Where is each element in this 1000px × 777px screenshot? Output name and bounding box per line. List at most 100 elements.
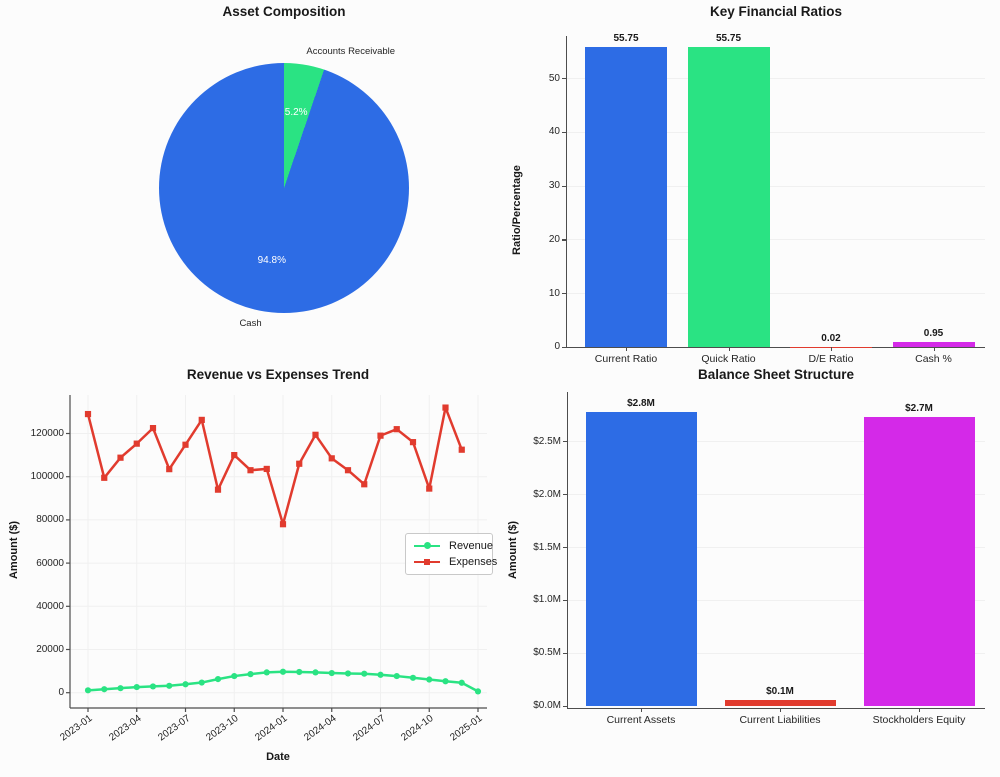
key-financial-ratios-chart: Key Financial Ratios 0 10 20 30 40 50 55.75 Cur… bbox=[500, 0, 1000, 365]
revenue-marker bbox=[344, 670, 352, 677]
expenses-marker bbox=[279, 521, 287, 528]
x-category-label: D/E Ratio bbox=[808, 352, 854, 365]
revenue-marker bbox=[393, 672, 400, 680]
x-tick-mark bbox=[626, 346, 628, 351]
x-category-label: Current Ratio bbox=[594, 352, 658, 365]
x-axis-line bbox=[566, 346, 985, 348]
x-category-label: Quick Ratio bbox=[701, 352, 756, 365]
y-gridline bbox=[567, 652, 985, 654]
x-tick-mark bbox=[641, 708, 643, 713]
bar-value-label: 55.75 bbox=[613, 33, 639, 45]
revenue-marker bbox=[117, 685, 124, 692]
expenses-marker bbox=[231, 452, 238, 459]
revenue-marker bbox=[214, 675, 222, 683]
revenue-marker bbox=[149, 683, 157, 690]
y-axis-title: Amount ($) bbox=[507, 520, 519, 580]
pie-slice-label: Cash bbox=[239, 317, 262, 329]
revenue-marker bbox=[166, 682, 173, 689]
y-tick-mark bbox=[562, 185, 566, 187]
y-tick-label: 80000 bbox=[36, 514, 64, 526]
legend-item: Revenue bbox=[414, 540, 493, 552]
chart-title: Asset Composition bbox=[222, 4, 346, 19]
revenue-marker bbox=[474, 688, 482, 695]
y-axis-line bbox=[566, 36, 568, 347]
expenses-marker bbox=[426, 485, 433, 492]
y-tick-label: $2.5M bbox=[533, 435, 561, 447]
y-tick-mark bbox=[563, 599, 567, 602]
bar-value-label: $2.7M bbox=[905, 402, 933, 414]
y-gridline bbox=[566, 131, 985, 133]
y-tick-mark bbox=[563, 705, 567, 707]
y-tick-label: 60000 bbox=[36, 557, 64, 569]
bar-value-label: 0.95 bbox=[923, 327, 944, 339]
revenue-marker bbox=[377, 671, 384, 678]
pie-slice-label: Accounts Receivable bbox=[306, 46, 396, 58]
revenue-marker bbox=[312, 669, 319, 676]
circle-marker-icon bbox=[423, 542, 431, 550]
trend-plot-svg bbox=[66, 395, 487, 712]
y-tick-mark bbox=[563, 652, 567, 654]
expenses-marker bbox=[361, 481, 368, 488]
y-tick-mark bbox=[563, 547, 567, 549]
expenses-marker bbox=[101, 474, 108, 481]
y-axis-title: Ratio/Percentage bbox=[511, 165, 523, 255]
legend: Revenue Expenses bbox=[405, 533, 497, 575]
revenue-marker bbox=[263, 669, 270, 676]
y-gridline bbox=[566, 239, 985, 241]
y-tick-label: 30 bbox=[548, 180, 560, 192]
expenses-marker bbox=[198, 416, 205, 423]
expenses-marker bbox=[296, 460, 303, 467]
y-tick-mark bbox=[562, 293, 566, 295]
y-gridline bbox=[567, 547, 985, 548]
expenses-marker bbox=[133, 440, 140, 447]
expenses-marker bbox=[84, 410, 92, 418]
pie-graphic bbox=[159, 63, 409, 313]
revenue-marker bbox=[182, 681, 189, 688]
expenses-line bbox=[86, 406, 463, 526]
y-gridline bbox=[567, 599, 985, 601]
square-marker-icon bbox=[423, 558, 431, 566]
expenses-marker bbox=[166, 466, 173, 473]
y-axis-title: Amount ($) bbox=[8, 520, 20, 580]
x-category-label: Cash % bbox=[915, 352, 952, 365]
x-tick-mark bbox=[831, 346, 833, 351]
chart-title: Revenue vs Expenses Trend bbox=[186, 367, 370, 382]
expenses-marker bbox=[312, 431, 319, 438]
bar bbox=[585, 411, 697, 706]
y-gridline bbox=[567, 441, 985, 443]
revenue-marker bbox=[279, 668, 287, 675]
bar-value-label: $2.8M bbox=[627, 397, 655, 409]
bar bbox=[687, 47, 770, 347]
y-gridline bbox=[566, 185, 985, 187]
y-gridline bbox=[567, 494, 985, 496]
expenses-marker bbox=[247, 467, 254, 474]
revenue-marker bbox=[247, 671, 254, 678]
y-gridline bbox=[566, 78, 985, 80]
revenue-expenses-trend-chart: Revenue vs Expenses Trend 0 20000 40000 600… bbox=[0, 362, 500, 777]
expenses-marker bbox=[149, 425, 157, 432]
y-tick-label: 10 bbox=[548, 287, 560, 299]
y-tick-mark bbox=[562, 239, 566, 241]
y-tick-mark bbox=[563, 494, 567, 496]
y-axis-line bbox=[567, 392, 569, 709]
revenue-marker bbox=[84, 687, 92, 694]
x-tick-mark bbox=[728, 346, 730, 351]
y-tick-label: 40 bbox=[548, 126, 560, 138]
y-tick-label: 100000 bbox=[30, 471, 64, 483]
y-tick-label: 20000 bbox=[36, 644, 64, 655]
legend-line-swatch bbox=[414, 542, 440, 550]
expenses-marker bbox=[377, 432, 384, 439]
y-tick-mark bbox=[562, 131, 566, 134]
revenue-marker bbox=[198, 679, 205, 686]
balance-sheet-structure-chart: Balance Sheet Structure $0.0M $0.5M $1.0M $… bbox=[500, 362, 1000, 777]
y-tick-label: 20 bbox=[548, 233, 560, 245]
expenses-marker bbox=[393, 426, 400, 433]
legend-label: Expenses bbox=[449, 556, 498, 568]
y-tick-label: 50 bbox=[548, 72, 560, 84]
pie-plot-area: 5.2% Accounts Receivable 94.8% Cash bbox=[0, 0, 500, 362]
bar-value-label: 0.02 bbox=[821, 332, 841, 344]
expenses-marker bbox=[263, 465, 270, 473]
y-tick-label: $0.0M bbox=[533, 700, 561, 712]
y-tick-mark bbox=[562, 78, 566, 80]
pie-percentage-label: 94.8% bbox=[257, 255, 286, 266]
